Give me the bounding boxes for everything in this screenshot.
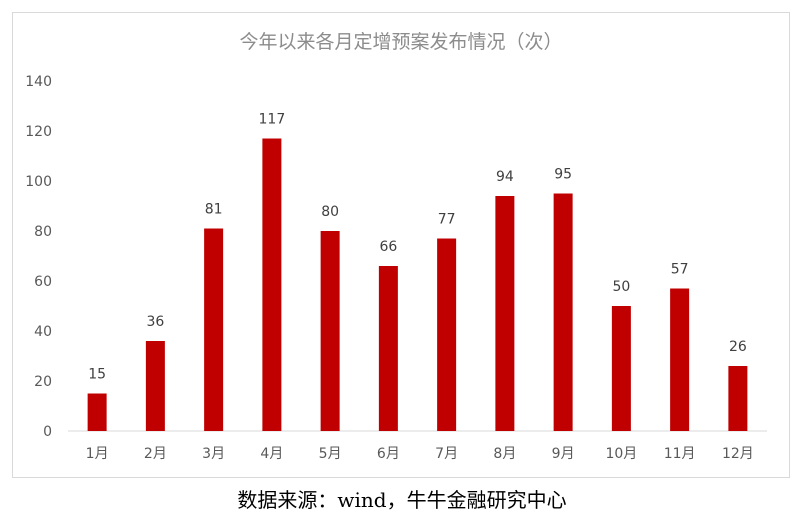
bar: [728, 366, 748, 431]
data-label: 36: [146, 314, 164, 330]
data-labels: 15 36 81 117 80 66 77 94 95 50 57 26: [88, 112, 747, 383]
bar: [437, 238, 457, 431]
x-tick-label: 12月: [722, 446, 754, 462]
bar: [553, 193, 573, 431]
y-tick-label: 40: [34, 324, 52, 340]
data-label: 77: [438, 212, 456, 228]
y-tick-label: 120: [25, 124, 52, 140]
y-tick-label: 80: [34, 224, 52, 240]
data-label: 94: [496, 169, 514, 185]
x-tick-label: 2月: [144, 446, 167, 462]
x-tick-label: 8月: [493, 446, 516, 462]
bar: [611, 306, 631, 431]
data-label: 81: [205, 202, 223, 218]
x-tick-label: 4月: [260, 446, 283, 462]
bar: [262, 138, 282, 431]
y-tick-label: 60: [34, 274, 52, 290]
chart-title: 今年以来各月定增预案发布情况（次）: [239, 31, 562, 53]
data-label: 57: [671, 262, 689, 278]
bar: [495, 196, 515, 431]
x-tick-label: 6月: [377, 446, 400, 462]
chart-frame: [12, 12, 790, 478]
data-label: 15: [88, 367, 106, 383]
data-label: 26: [729, 339, 747, 355]
x-tick-label: 1月: [86, 446, 109, 462]
x-tick-label: 3月: [202, 446, 225, 462]
data-label: 80: [321, 204, 339, 220]
data-label: 95: [554, 167, 572, 183]
y-tick-label: 100: [25, 174, 52, 190]
y-tick-label: 0: [43, 424, 52, 440]
data-label: 50: [612, 279, 630, 295]
bar: [145, 341, 165, 431]
bar: [670, 288, 690, 431]
y-tick-label: 20: [34, 374, 52, 390]
y-axis: 0 20 40 60 80 100 120 140: [25, 74, 52, 440]
x-tick-label: 10月: [605, 446, 637, 462]
x-tick-label: 11月: [664, 446, 696, 462]
y-tick-label: 140: [25, 74, 52, 90]
bar: [87, 393, 107, 431]
x-axis: 1月 2月 3月 4月 5月 6月 7月 8月 9月 10月 11月 12月: [68, 430, 767, 462]
data-label: 66: [379, 239, 397, 255]
bar-chart: 今年以来各月定增预案发布情况（次） 0 20 40 60 80 100 120 140 1月 2…: [25, 31, 767, 462]
data-label: 117: [259, 112, 286, 128]
bar: [378, 266, 398, 431]
bars: [87, 138, 748, 431]
x-tick-label: 7月: [435, 446, 458, 462]
source-note: 数据来源：wind，牛牛金融研究中心: [237, 488, 567, 512]
bar: [320, 231, 340, 431]
x-tick-label: 5月: [319, 446, 342, 462]
x-tick-label: 9月: [552, 446, 575, 462]
bar: [204, 228, 224, 431]
